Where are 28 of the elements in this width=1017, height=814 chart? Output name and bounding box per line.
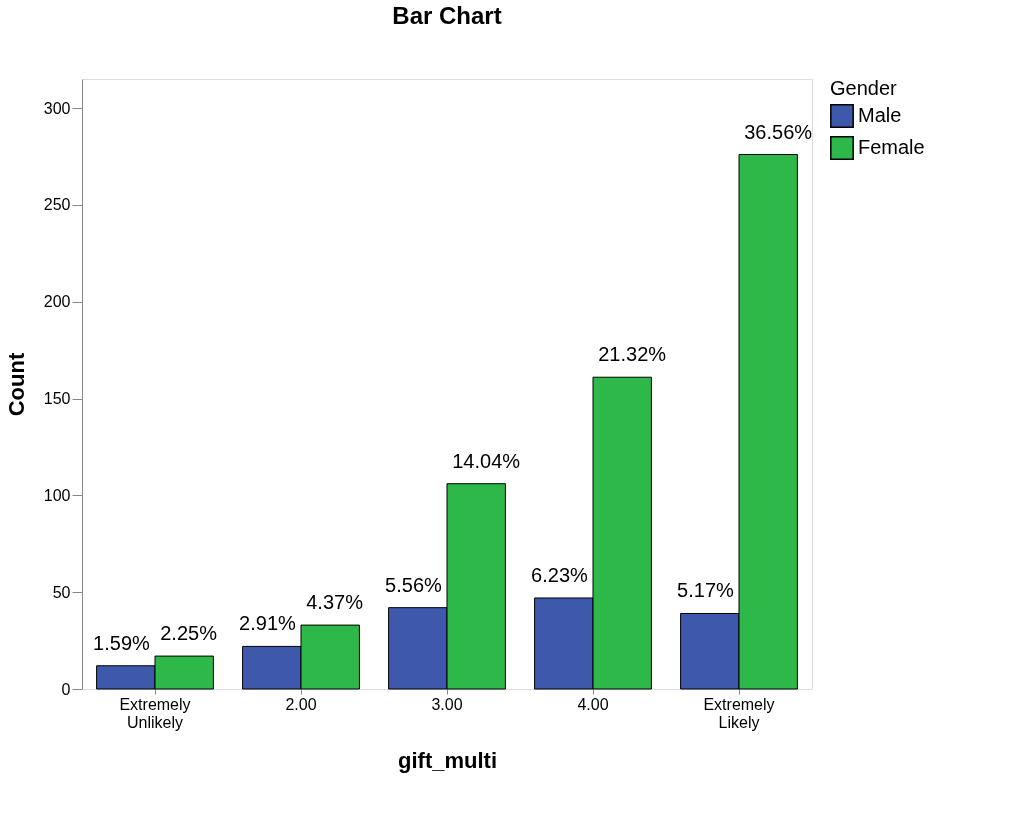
legend-title: Gender — [830, 77, 898, 99]
y-tick-label: 150 — [43, 390, 71, 408]
y-axis-title: Count — [3, 352, 29, 417]
x-tick-label: 2.00 — [285, 695, 317, 713]
annotation: 5.17% — [677, 579, 735, 602]
legend-label: Male — [858, 104, 902, 126]
x-axis-title: gift_multi — [398, 747, 497, 773]
x-tick-label: Extremely Unlikely — [119, 695, 191, 731]
x-tick-label: 3.00 — [431, 695, 463, 713]
x-tick-label: Extremely Likely — [703, 695, 775, 731]
annotation: 14.04% — [452, 449, 521, 472]
annotation: 6.23% — [531, 563, 589, 586]
y-tick-label: 250 — [43, 196, 71, 214]
annotation: 21.32% — [598, 343, 667, 366]
annotation: 1.59% — [93, 631, 151, 654]
annotation: 4.37% — [306, 591, 364, 614]
y-tick-label: 200 — [43, 293, 71, 311]
y-tick-label: 300 — [43, 99, 71, 117]
legend-label: Female — [858, 136, 925, 158]
annotation: 36.56% — [744, 120, 813, 143]
annotation: 2.91% — [239, 612, 297, 635]
y-tick-label: 0 — [61, 680, 71, 698]
chart-title: Bar Chart — [392, 2, 502, 29]
x-tick-label: 4.00 — [577, 695, 609, 713]
y-tick-label: 50 — [52, 583, 71, 601]
y-tick-label: 100 — [43, 486, 71, 504]
annotation: 2.25% — [160, 622, 218, 645]
annotation: 5.56% — [385, 573, 443, 596]
